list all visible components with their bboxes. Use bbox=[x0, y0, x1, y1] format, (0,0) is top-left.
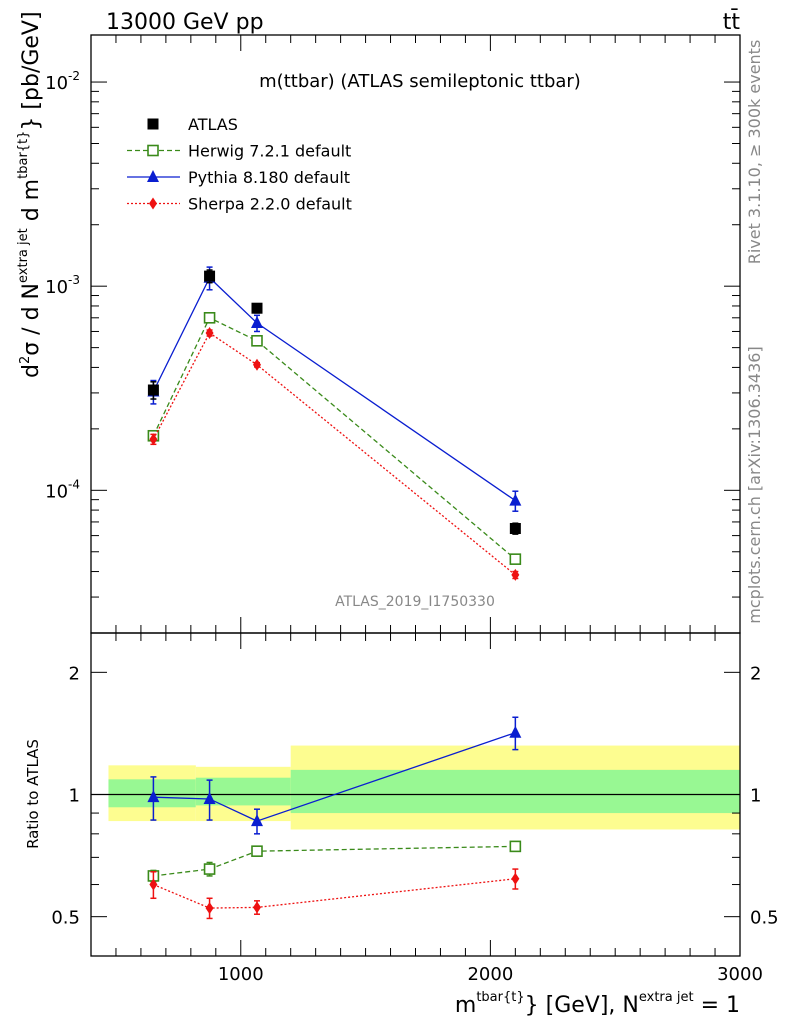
legend-atlas-marker bbox=[147, 118, 159, 130]
main-ytick-label-0: 10-2 bbox=[45, 69, 80, 94]
process-label: tt̄ bbox=[723, 9, 741, 35]
main-sherpa-point-0 bbox=[149, 433, 158, 446]
ratio-ytick-label-2: 2 bbox=[69, 663, 80, 684]
rivet-label: Rivet 3.1.10, ≥ 300k events bbox=[745, 40, 764, 265]
x-tick-label-2: 3000 bbox=[717, 964, 763, 985]
band-green-2 bbox=[290, 769, 740, 814]
main-sherpa-point-1 bbox=[205, 326, 214, 339]
main-herwig-point-3 bbox=[509, 553, 522, 565]
ratio-ytick-label-1: 1 bbox=[69, 786, 80, 807]
main-ytick-label-1: 10-3 bbox=[45, 273, 80, 298]
ratio-pythia-line bbox=[153, 732, 516, 822]
ratio-herwig-line bbox=[153, 845, 516, 877]
main-sherpa-point-3 bbox=[511, 568, 520, 581]
main-atlas-point-0 bbox=[147, 384, 159, 396]
legend-herwig-marker bbox=[147, 144, 159, 157]
legend-pythia-marker bbox=[147, 170, 159, 182]
ratio-ytick-label-0: 0.5 bbox=[51, 908, 80, 929]
mcplots-label: mcplots.cern.ch [arXiv:1306.3436] bbox=[745, 346, 764, 623]
ratio-y-axis-label: Ratio to ATLAS bbox=[24, 739, 42, 849]
ratio-sherpa-point-0 bbox=[149, 878, 158, 891]
legend-sherpa-label: Sherpa 2.2.0 default bbox=[188, 195, 352, 214]
ratio-pythia-point-0 bbox=[147, 790, 160, 803]
energy-label: 13000 GeV pp bbox=[106, 10, 264, 35]
main-y-axis-label: d2σ / d Nextra jet d mtbar{t}} [pb/GeV] bbox=[16, 11, 44, 378]
ratio-pythia-point-1 bbox=[203, 791, 216, 804]
main-herwig-point-2 bbox=[251, 335, 263, 347]
ratio-sherpa-point-2 bbox=[252, 901, 261, 914]
ratio-sherpa-point-3 bbox=[511, 872, 520, 885]
main-sherpa-line bbox=[152, 332, 516, 576]
main-pythia-line bbox=[152, 276, 516, 502]
ratio-panel bbox=[147, 716, 522, 920]
x-axis-label: mtbar{t}} [GeV], Nextra jet = 1 bbox=[455, 990, 740, 1018]
analysis-watermark: ATLAS_2019_I1750330 bbox=[335, 594, 495, 610]
legend-herwig-label: Herwig 7.2.1 default bbox=[188, 142, 351, 161]
main-pythia-point-2 bbox=[250, 316, 263, 329]
main-atlas-point-2 bbox=[251, 302, 263, 314]
main-panel bbox=[147, 266, 522, 581]
ratio-pythia-point-3 bbox=[509, 725, 522, 738]
ratio-ytick-label-right-0: 0.5 bbox=[750, 908, 779, 929]
main-herwig-line bbox=[152, 316, 516, 560]
legend-pythia-label: Pythia 8.180 default bbox=[188, 168, 350, 187]
legend: ATLAS Herwig 7.2.1 default Pythia 8.180 de… bbox=[127, 115, 352, 214]
main-herwig-point-1 bbox=[203, 312, 216, 324]
main-atlas-point-1 bbox=[204, 270, 216, 282]
x-tick-label-0: 1000 bbox=[218, 964, 264, 985]
main-atlas-point-3 bbox=[509, 523, 521, 535]
main-plot-title: m(ttbar) (ATLAS semileptonic ttbar) bbox=[259, 71, 581, 92]
ratio-ytick-label-right-1: 1 bbox=[750, 786, 761, 807]
ratio-herwig-point-2 bbox=[251, 845, 263, 857]
main-sherpa-point-2 bbox=[252, 358, 261, 371]
legend-sherpa-marker bbox=[149, 197, 157, 210]
legend-atlas-label: ATLAS bbox=[188, 115, 238, 134]
ratio-sherpa-point-1 bbox=[205, 902, 214, 915]
ratio-pythia-point-2 bbox=[250, 814, 263, 827]
plot-frames: 10-2 10-3 10-4 0.5 0.5 1 1 2 2 1000 2000 3000 bbox=[45, 34, 779, 985]
main-ytick-label-2: 10-4 bbox=[45, 477, 80, 502]
ratio-herwig-point-1 bbox=[203, 863, 216, 875]
ratio-herwig-point-3 bbox=[509, 840, 522, 853]
ratio-sherpa-line bbox=[153, 878, 516, 909]
main-pythia-point-3 bbox=[509, 493, 522, 506]
ratio-ytick-label-right-2: 2 bbox=[750, 663, 761, 684]
ratio-uncertainty-bands bbox=[91, 745, 740, 830]
x-tick-label-1: 2000 bbox=[467, 964, 513, 985]
